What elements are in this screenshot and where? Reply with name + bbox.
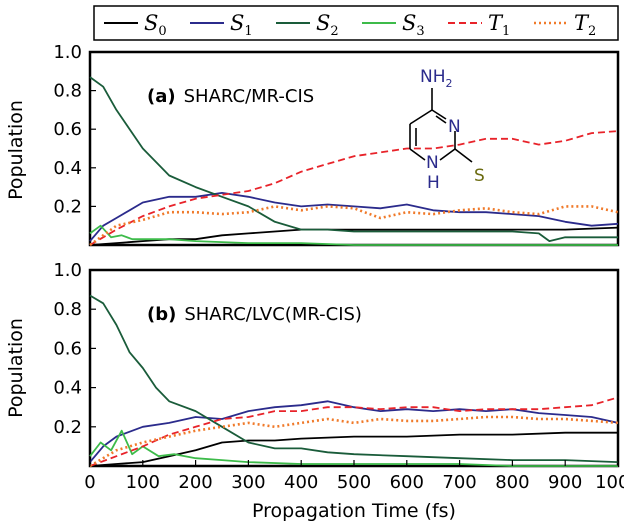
x-tick-label: 700 <box>442 472 476 493</box>
panel-b-y-ticks: 0.2 0.4 0.6 0.8 1.0 <box>53 260 96 438</box>
panel-a-ytick-label: 0.6 <box>53 119 82 140</box>
panel-a-series-t2 <box>89 205 619 247</box>
panel-a-ylabel: Population <box>5 100 27 200</box>
panel-a-series-s3 <box>89 224 618 246</box>
thio-sulfur-label: S <box>474 166 485 186</box>
panel-b-series-s2 <box>89 294 619 463</box>
molecule-structure: NH2 N N H S <box>409 67 485 193</box>
panel-b-ylabel: Population <box>5 318 27 418</box>
panel-b-series <box>89 294 619 468</box>
panel-b-ytick-label: 0.4 <box>53 378 82 399</box>
x-axis-label: Propagation Time (fs) <box>252 500 456 522</box>
panel-b-x-ticks: 0 100 200 300 400 500 600 700 800 900 1000 <box>84 460 624 493</box>
amine-group-label: NH2 <box>420 67 453 90</box>
legend-entry-s0: S0 <box>104 11 167 39</box>
x-tick-label: 400 <box>284 472 318 493</box>
panel-b-series-s1 <box>89 400 619 463</box>
panel-b-title-text: SHARC/LVC(MR-CIS) <box>184 304 362 325</box>
panel-a-series <box>89 76 619 247</box>
panel-b-title: (b) SHARC/LVC(MR-CIS) <box>147 304 362 325</box>
legend-box <box>93 5 619 41</box>
x-tick-label: 600 <box>390 472 424 493</box>
panel-a-ytick-label: 0.4 <box>53 158 82 179</box>
legend-label: S0 <box>144 11 167 39</box>
x-tick-label: 900 <box>548 472 582 493</box>
legend-entry-t1: T1 <box>448 11 510 39</box>
ring-nh-hydrogen-label: H <box>427 173 440 193</box>
panel-a-series-t1 <box>89 130 619 246</box>
x-tick-label: 800 <box>495 472 529 493</box>
molecule-bonds <box>409 88 473 163</box>
x-tick-label: 500 <box>337 472 371 493</box>
ring-nitrogen-label: N <box>448 117 461 137</box>
panel-a-series-s1 <box>89 191 619 242</box>
panel-b-title-label: (b) <box>147 304 176 325</box>
ring-nh-nitrogen-label: N <box>426 153 439 173</box>
x-tick-label: 1000 <box>595 472 624 493</box>
panel-b-ytick-label: 0.6 <box>53 338 82 359</box>
legend-entry-s2: S2 <box>276 11 339 39</box>
legend-entry-s3: S3 <box>362 11 425 39</box>
panel-b-series-s3 <box>89 429 618 467</box>
legend-label: S3 <box>402 11 425 39</box>
x-tick-label: 300 <box>231 472 265 493</box>
panel-a-title-label: (a) <box>147 86 176 107</box>
panel-b-series-s0 <box>89 431 618 467</box>
legend-label: T1 <box>488 11 510 39</box>
panel-a-series-s2 <box>89 76 618 243</box>
panel-b-ytick-label: 0.2 <box>53 417 82 438</box>
panel-a-ytick-label: 0.2 <box>53 196 82 217</box>
panel-b-series-t1 <box>89 396 619 467</box>
x-tick-label: 200 <box>178 472 212 493</box>
panel-a-ytick-label: 0.8 <box>53 81 82 102</box>
panel-a: 0.2 0.4 0.6 0.8 1.0 Population (a) SHARC/MR-C… <box>5 42 620 247</box>
panel-a-title: (a) SHARC/MR-CIS <box>147 86 314 107</box>
legend-label: S1 <box>230 11 253 39</box>
x-tick-label: 100 <box>126 472 160 493</box>
legend-entry-t2: T2 <box>534 11 596 39</box>
x-tick-label: 0 <box>84 472 95 493</box>
panel-a-title-text: SHARC/MR-CIS <box>184 86 315 107</box>
panel-a-series-s0 <box>89 226 619 246</box>
panel-a-y-ticks: 0.2 0.4 0.6 0.8 1.0 <box>53 42 96 217</box>
panel-a-ytick-label: 1.0 <box>53 42 82 63</box>
panel-b-ytick-label: 1.0 <box>53 260 82 281</box>
legend-label: T2 <box>574 11 596 39</box>
legend-label: S2 <box>316 11 339 39</box>
panel-b: 0.2 0.4 0.6 0.8 1.0 0 100 200 300 400 500 600 700 80… <box>5 260 624 522</box>
legend-entry-s1: S1 <box>190 11 253 39</box>
panel-b-ytick-label: 0.8 <box>53 299 82 320</box>
legend: S0 S1 S2 S3 T1 T2 <box>93 5 619 41</box>
